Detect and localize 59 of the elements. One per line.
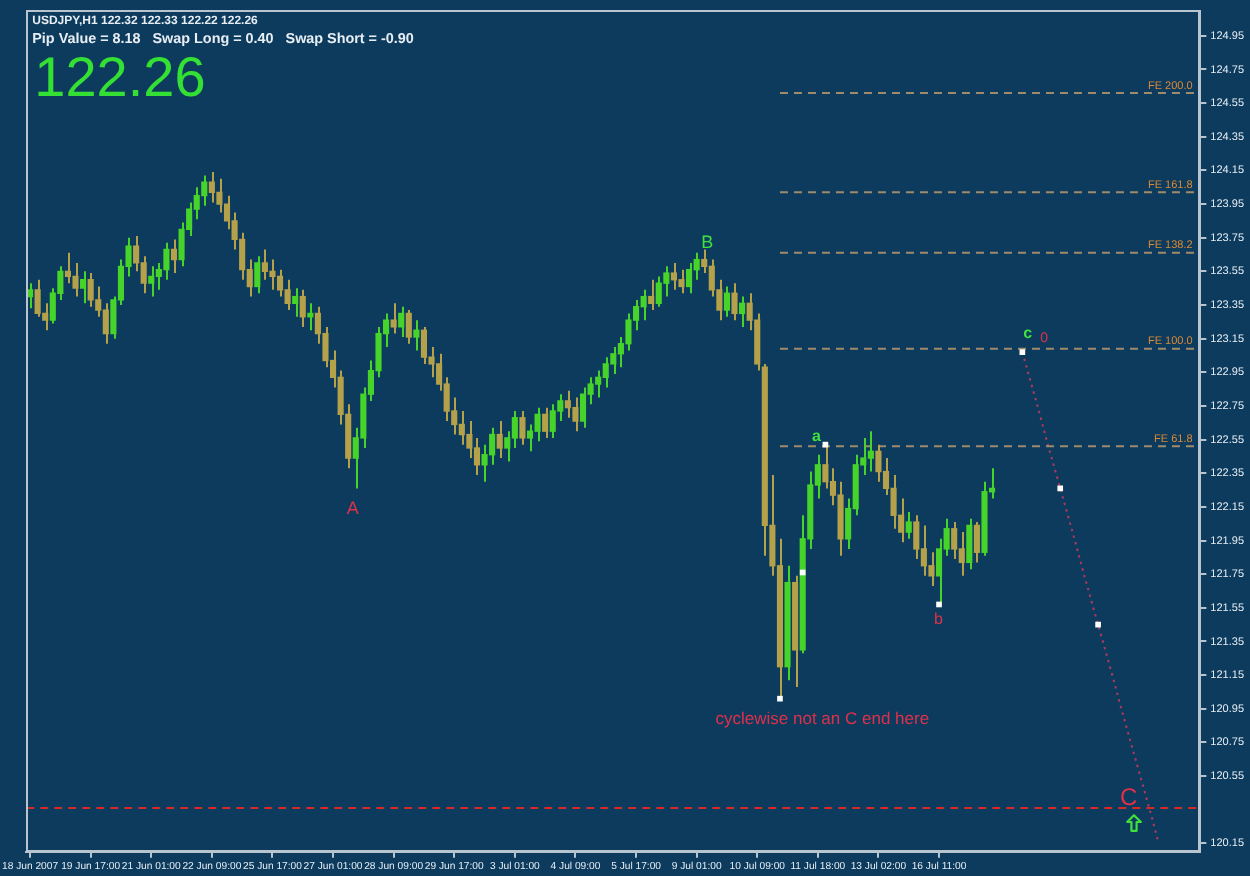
candlestick: [966, 517, 973, 571]
candlestick: [390, 302, 397, 335]
candlestick: [951, 521, 958, 561]
candlestick: [875, 443, 882, 483]
candlestick: [87, 272, 94, 308]
candlestick: [534, 406, 541, 443]
candlestick: [261, 248, 268, 281]
candlestick: [405, 309, 412, 345]
candlestick: [686, 261, 693, 295]
candlestick: [655, 275, 662, 308]
candlestick: [579, 386, 587, 429]
candlestick: [216, 177, 223, 214]
candlestick: [723, 285, 730, 318]
candlestick: [595, 369, 602, 399]
annotation: A: [346, 497, 359, 518]
candlestick: [413, 319, 420, 352]
candlestick: [299, 288, 306, 328]
annotation: cyclewise not an C end here: [715, 708, 930, 729]
point: [1019, 349, 1026, 355]
candlestick: [148, 265, 155, 298]
candlestick: [572, 396, 579, 433]
candlestick: [284, 278, 291, 312]
candlestick: [731, 282, 738, 322]
candlestick: [648, 278, 655, 312]
candlestick: [208, 171, 215, 204]
candlestick: [542, 406, 549, 439]
candlestick: [80, 270, 87, 305]
annotation: c: [1023, 324, 1034, 343]
candlestick: [170, 238, 178, 275]
point: [936, 601, 942, 608]
candlestick: [670, 261, 677, 291]
candlestick: [254, 255, 261, 295]
candlestick: [678, 268, 685, 295]
candlestick: [72, 261, 79, 298]
point: [1057, 485, 1064, 492]
annotation: C: [1120, 783, 1139, 812]
point: [1095, 621, 1101, 628]
candlestick: [867, 430, 874, 473]
annotation: a: [811, 426, 822, 445]
candlestick: [276, 268, 284, 298]
candlestick: [564, 389, 571, 419]
candlestick: [292, 287, 299, 318]
candlestick: [496, 420, 503, 460]
annotation: B: [701, 231, 714, 252]
candlestick: [905, 510, 912, 540]
candlestick: [640, 288, 647, 322]
candlestick: [420, 325, 428, 365]
candlestick: [34, 278, 41, 318]
annotation: b: [934, 610, 945, 629]
point: [799, 569, 806, 576]
candlestick: [739, 295, 746, 328]
candlestick: [398, 305, 405, 338]
point: [777, 695, 783, 702]
candlestick: [64, 251, 71, 285]
candlestick: [519, 409, 526, 446]
candlestick: [973, 521, 980, 564]
annotation: 122.26: [34, 46, 206, 109]
candlestick: [913, 514, 920, 561]
candlestick: [549, 403, 556, 439]
